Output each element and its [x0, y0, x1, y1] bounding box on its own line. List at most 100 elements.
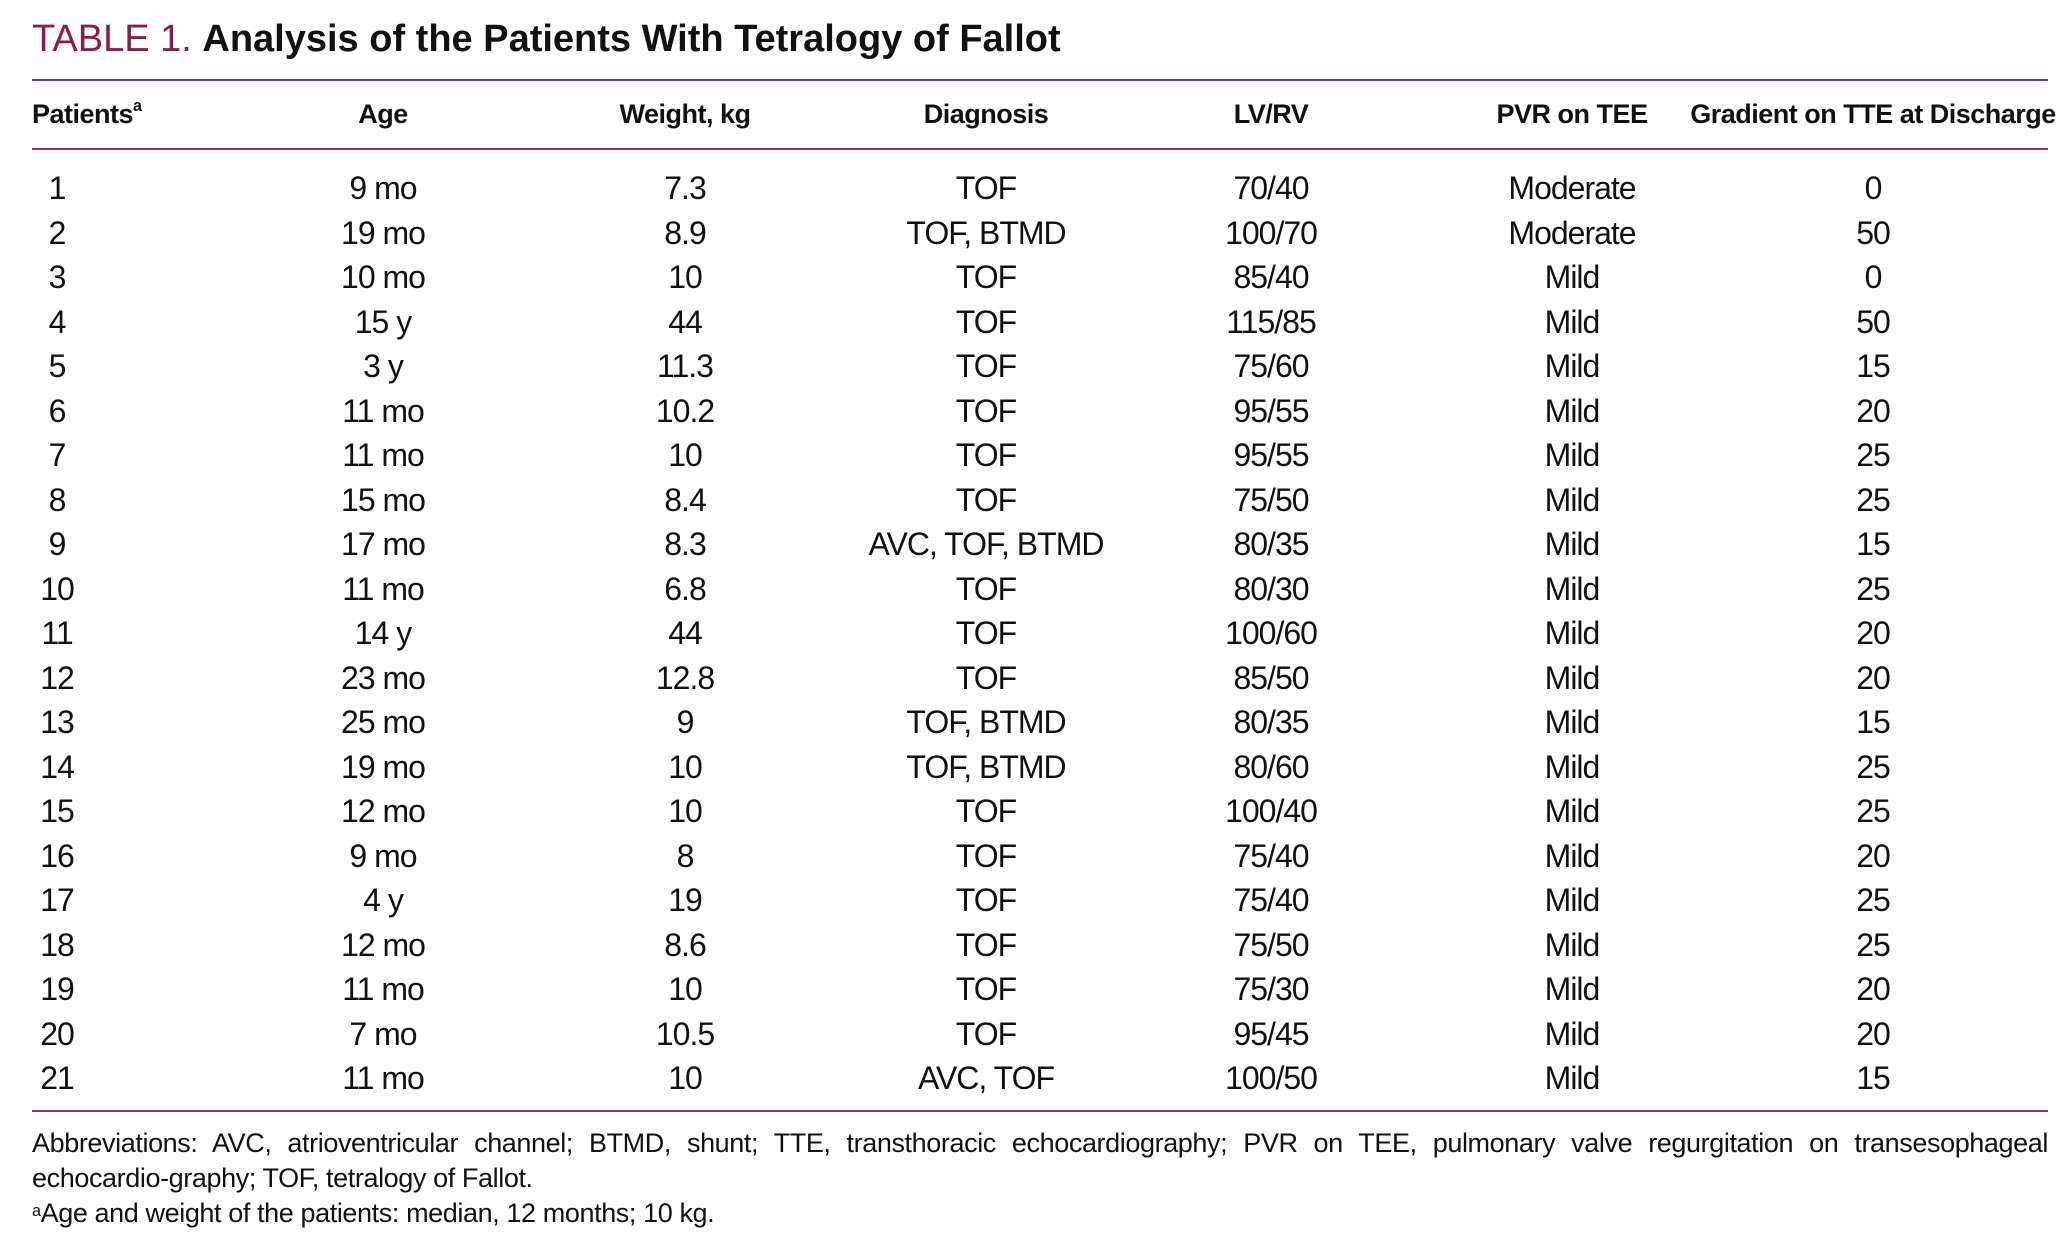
column-header: Age — [358, 99, 408, 130]
table-cell: 15 — [1856, 526, 1891, 562]
table-cell: Mild — [1544, 882, 1601, 918]
table-cell: 100/40 — [1225, 793, 1318, 829]
table-cell: 7 — [48, 437, 67, 473]
table-cell: 2 — [48, 214, 67, 251]
table-cell: 3 y — [363, 348, 404, 384]
table-cell: 11 mo — [342, 570, 425, 607]
table-cell: 20 — [1856, 1015, 1891, 1052]
table-cell: AVC, TOF — [917, 1060, 1055, 1096]
table-cell: 25 mo — [341, 704, 426, 740]
table-cell: 4 — [48, 303, 67, 340]
table-cell: 20 — [1856, 971, 1891, 1007]
table-cell: 25 — [1856, 926, 1891, 963]
table-cell: TOF — [955, 570, 1017, 607]
table-cell: 95/55 — [1233, 437, 1309, 473]
table-cell: 10 — [668, 748, 703, 785]
table-cell: 8.9 — [664, 214, 706, 251]
table-cell: 17 — [40, 882, 75, 918]
table-cell: Mild — [1544, 348, 1601, 384]
table-cell: Mild — [1544, 570, 1601, 607]
table-cell: 80/60 — [1233, 748, 1309, 785]
table-cell: TOF — [955, 170, 1017, 206]
header-text: Patients — [32, 99, 134, 129]
table-cell: 10.2 — [655, 392, 715, 429]
table-cell: 20 — [1856, 659, 1891, 696]
table-cell: 25 — [1856, 481, 1891, 518]
note: aAge and weight of the patients: median,… — [32, 1196, 2048, 1231]
table-cell: 25 — [1856, 570, 1891, 607]
table-cell: 80/35 — [1233, 526, 1309, 562]
table-cell: TOF — [955, 837, 1017, 874]
table-cell: 80/35 — [1233, 704, 1309, 740]
table-cell: 25 — [1856, 882, 1891, 918]
table-cell: 11 — [41, 615, 73, 651]
table-cell: TOF, BTMD — [906, 214, 1066, 251]
table-cell: 12 mo — [341, 926, 426, 963]
table-cell: 95/55 — [1233, 392, 1309, 429]
table-cell: 3 — [48, 259, 67, 295]
header-text: Diagnosis — [923, 99, 1049, 129]
table-cell: Mild — [1544, 971, 1601, 1007]
table-cell: 10 — [668, 1060, 703, 1096]
table-cell: 4 y — [363, 882, 404, 918]
table-cell: 75/50 — [1233, 926, 1309, 963]
table-cell: TOF — [955, 971, 1017, 1007]
table-cell: 100/60 — [1225, 615, 1318, 651]
table-cell: 85/50 — [1233, 659, 1309, 696]
table-cell: 13 — [40, 704, 75, 740]
table-cell: 6 — [48, 392, 67, 429]
table-cell: 95/45 — [1233, 1015, 1309, 1052]
table-cell: 8.6 — [664, 926, 706, 963]
table-cell: 12 — [40, 659, 75, 696]
table-cell: 10.5 — [655, 1015, 715, 1052]
rule — [32, 79, 2048, 81]
table-cell: 8.3 — [664, 526, 706, 562]
table-cell: 23 mo — [341, 659, 426, 696]
table-cell: 14 — [40, 748, 75, 785]
table-cell: 11 mo — [342, 392, 425, 429]
table-cell: Mild — [1544, 748, 1601, 785]
table-cell: 19 — [668, 882, 703, 918]
table-cell: TOF — [955, 793, 1017, 829]
table-cell: 9 — [48, 526, 67, 562]
table-cell: 75/60 — [1233, 348, 1309, 384]
table-cell: TOF, BTMD — [906, 704, 1066, 740]
table-cell: 44 — [668, 615, 703, 651]
table-cell: 10 — [668, 259, 703, 295]
table-cell: TOF — [955, 615, 1017, 651]
table-cell: 19 mo — [341, 214, 426, 251]
table-cell: Moderate — [1508, 170, 1636, 206]
table-cell: 7.3 — [664, 170, 706, 206]
table-cell: Mild — [1544, 1060, 1601, 1096]
column-header: Patientsa — [32, 97, 142, 130]
table-cell: 18 — [40, 926, 75, 963]
title-text: Analysis of the Patients With Tetralogy … — [202, 18, 1061, 60]
table-cell: TOF — [955, 437, 1017, 473]
footnotes: Abbreviations: AVC, atrioventricular cha… — [32, 1126, 2048, 1231]
table-cell: TOF — [955, 1015, 1017, 1052]
table-cell: 70/40 — [1233, 170, 1309, 206]
table-cell: 50 — [1856, 214, 1891, 251]
table-cell: TOF — [955, 259, 1017, 295]
table-cell: 15 — [1856, 704, 1891, 740]
table-cell: 20 — [1856, 615, 1891, 651]
table-cell: Mild — [1544, 1015, 1601, 1052]
table-cell: 19 — [40, 971, 75, 1007]
table-cell: Mild — [1544, 259, 1601, 295]
table-cell: 20 — [1856, 837, 1891, 874]
table-cell: 50 — [1856, 303, 1891, 340]
table-cell: 25 — [1856, 793, 1891, 829]
table-cell: 19 mo — [341, 748, 426, 785]
table-cell: 25 — [1856, 437, 1891, 473]
table-cell: 10 — [668, 437, 703, 473]
table-cell: Mild — [1544, 793, 1601, 829]
table-cell: Mild — [1544, 392, 1601, 429]
table-cell: Mild — [1544, 659, 1601, 696]
table-cell: 100/50 — [1225, 1060, 1318, 1096]
table-cell: 11 mo — [342, 971, 425, 1007]
table-cell: 75/40 — [1233, 882, 1309, 918]
table-cell: 17 mo — [341, 526, 426, 562]
table-cell: 7 mo — [349, 1015, 417, 1052]
table-cell: 15 — [40, 793, 75, 829]
